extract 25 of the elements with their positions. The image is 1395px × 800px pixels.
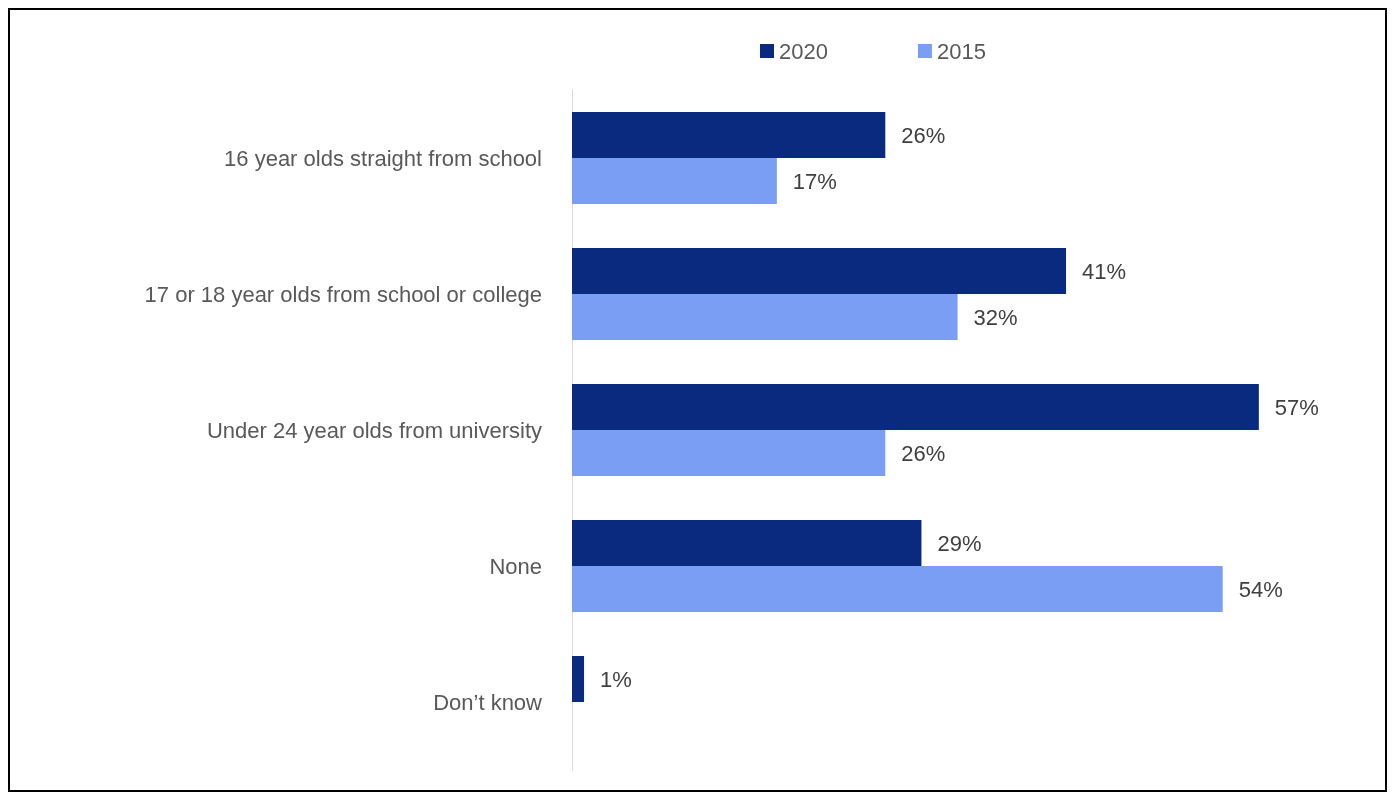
legend-label: 2015 [936,38,986,64]
y-tick-label: 16 year olds straight from school [224,145,542,171]
bar [572,520,922,566]
data-label: 26% [901,122,946,148]
data-label: 32% [973,304,1018,330]
bar [572,430,886,476]
bar [572,112,886,158]
data-label: 29% [937,530,982,556]
bar [572,566,1223,612]
bar [572,158,777,204]
data-label: 54% [1238,576,1283,602]
y-tick-label: None [489,553,542,579]
data-label: 1% [600,666,632,692]
data-label: 17% [792,168,837,194]
bar [572,248,1067,294]
y-tick-label: Under 24 year olds from university [206,417,542,443]
bar [572,384,1259,430]
data-label: 26% [901,440,946,466]
data-label: 57% [1274,394,1319,420]
y-tick-label: Don’t know [433,689,543,715]
bar [572,656,585,702]
legend-label: 2020 [779,38,828,64]
bar [572,294,958,340]
data-label: 41% [1082,258,1127,284]
y-tick-label: 17 or 18 year olds from school or college [144,281,542,307]
